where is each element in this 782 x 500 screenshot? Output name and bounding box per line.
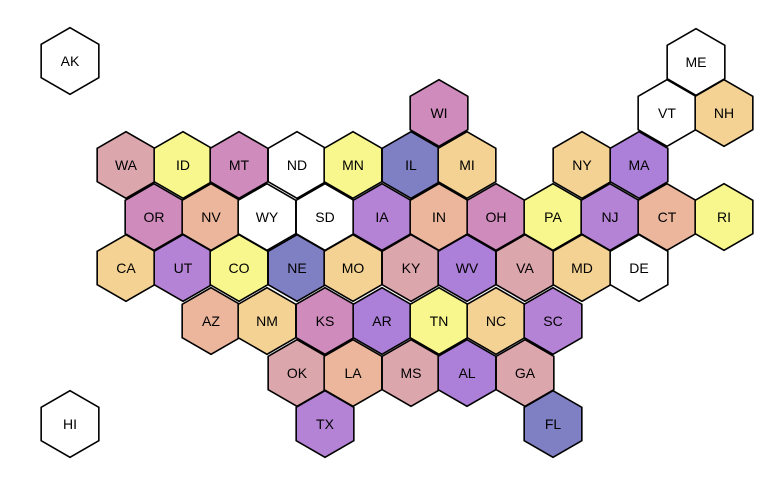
state-label: CA <box>116 260 136 276</box>
state-hex-shape <box>523 389 583 459</box>
state-label: AZ <box>202 313 220 329</box>
state-hex-hi: HI <box>40 389 100 459</box>
state-hex-shape <box>609 233 669 303</box>
state-hex-ia: IA <box>352 182 412 252</box>
state-hex-al: AL <box>437 338 497 408</box>
state-label: DE <box>629 260 648 276</box>
state-hex-wi: WI <box>409 78 469 148</box>
state-label: CT <box>658 209 677 225</box>
state-hex-vt: VT <box>637 78 697 148</box>
state-hex-md: MD <box>552 233 612 303</box>
state-label: NE <box>287 260 306 276</box>
state-label: NV <box>201 209 221 225</box>
state-label: IN <box>432 209 446 225</box>
state-hex-nh: NH <box>694 78 754 148</box>
state-label: NY <box>572 157 592 173</box>
state-label: SD <box>315 209 334 225</box>
state-hex-shape <box>295 389 355 459</box>
state-hex-shape <box>40 26 100 96</box>
state-hex-nj: NJ <box>580 182 640 252</box>
state-hex-or: OR <box>124 182 184 252</box>
state-label: MT <box>229 157 250 173</box>
state-label: VA <box>516 260 534 276</box>
state-label: TN <box>430 313 449 329</box>
state-label: GA <box>515 365 536 381</box>
state-label: WA <box>115 157 138 173</box>
state-hex-nd: ND <box>267 130 327 200</box>
state-label: RI <box>717 209 731 225</box>
state-label: WI <box>430 105 447 121</box>
state-hex-de: DE <box>609 233 669 303</box>
state-hex-shape <box>609 130 669 200</box>
state-label: VT <box>658 105 676 121</box>
state-hex-shape <box>437 130 497 200</box>
state-hex-ma: MA <box>609 130 669 200</box>
state-label: WV <box>456 260 479 276</box>
state-label: TX <box>316 416 335 432</box>
state-hex-mo: MO <box>323 233 383 303</box>
state-label: NH <box>714 105 734 121</box>
state-hex-shape <box>694 78 754 148</box>
state-label: UT <box>174 260 193 276</box>
state-hex-co: CO <box>209 233 269 303</box>
state-hex-ak: AK <box>40 26 100 96</box>
state-label: ND <box>287 157 307 173</box>
state-hex-shape <box>523 286 583 356</box>
state-label: OK <box>287 365 308 381</box>
state-label: MD <box>571 260 593 276</box>
state-hex-mi: MI <box>437 130 497 200</box>
state-label: FL <box>545 416 562 432</box>
state-label: CO <box>229 260 250 276</box>
state-label: IA <box>375 209 389 225</box>
state-label: OR <box>144 209 165 225</box>
state-hex-shape <box>694 182 754 252</box>
state-label: NJ <box>601 209 618 225</box>
state-hex-wv: WV <box>437 233 497 303</box>
state-hex-tx: TX <box>295 389 355 459</box>
state-hex-me: ME <box>666 27 726 97</box>
state-label: NC <box>486 313 506 329</box>
state-label: MN <box>342 157 364 173</box>
state-hex-sc: SC <box>523 286 583 356</box>
state-label: KS <box>316 313 335 329</box>
state-label: AR <box>372 313 391 329</box>
state-label: KY <box>402 260 421 276</box>
state-label: ID <box>176 157 190 173</box>
state-label: ME <box>686 54 707 70</box>
state-label: IL <box>405 157 417 173</box>
state-hex-ri: RI <box>694 182 754 252</box>
state-label: SC <box>543 313 562 329</box>
state-label: MA <box>629 157 651 173</box>
state-label: OH <box>486 209 507 225</box>
state-hex-mn: MN <box>323 130 383 200</box>
state-label: MO <box>342 260 365 276</box>
state-hex-ks: KS <box>295 286 355 356</box>
state-hex-shape <box>409 78 469 148</box>
state-hex-shape <box>40 389 100 459</box>
state-label: MS <box>401 365 422 381</box>
state-label: PA <box>544 209 562 225</box>
state-hex-fl: FL <box>523 389 583 459</box>
state-label: AK <box>61 53 80 69</box>
state-label: MI <box>459 157 475 173</box>
state-label: HI <box>63 416 77 432</box>
state-label: LA <box>344 365 362 381</box>
state-label: NM <box>256 313 278 329</box>
state-label: WY <box>256 209 279 225</box>
state-label: AL <box>458 365 475 381</box>
